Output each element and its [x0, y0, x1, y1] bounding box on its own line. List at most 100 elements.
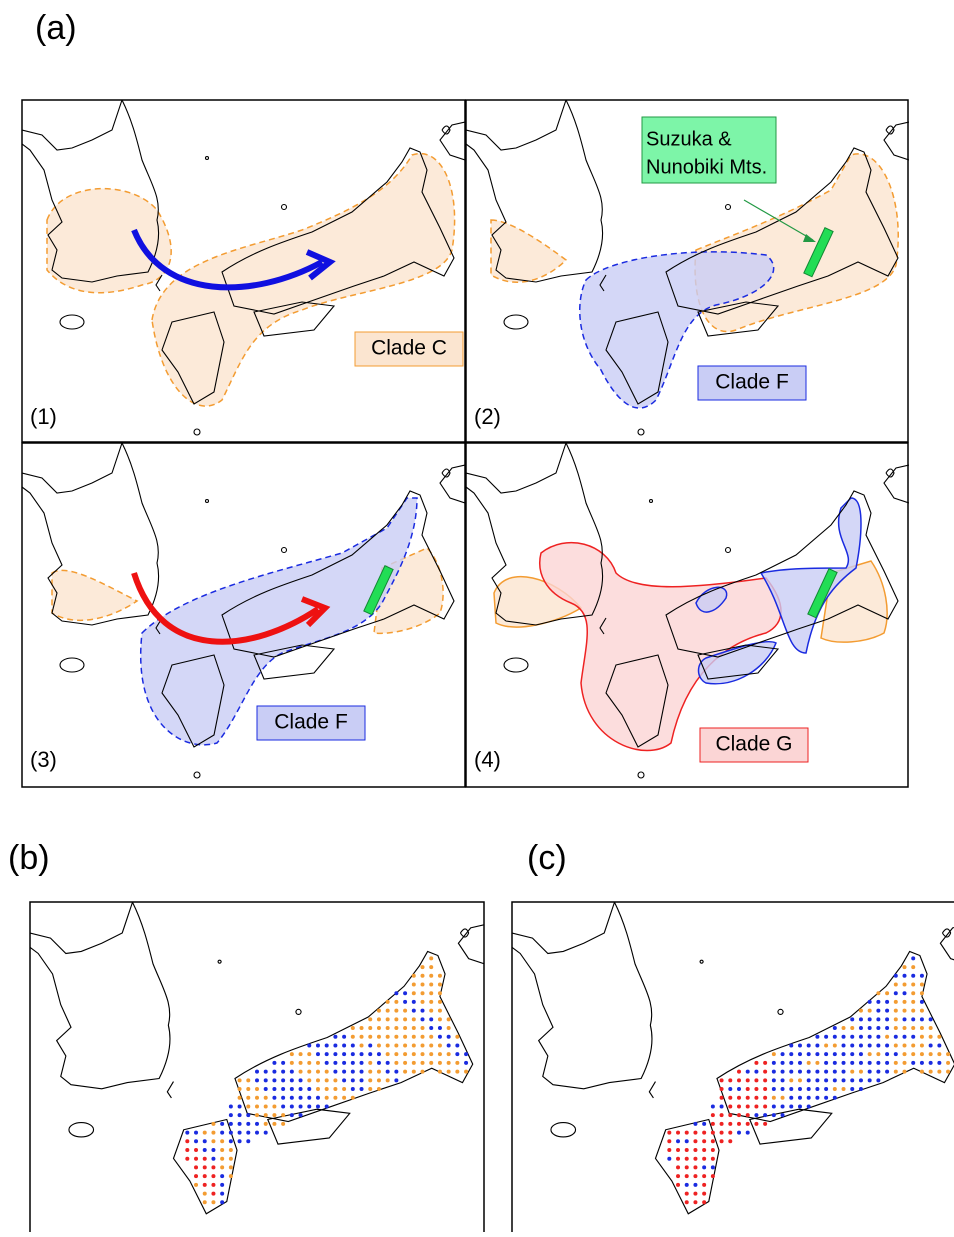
occurrence-dot [229, 1174, 233, 1178]
occurrence-dot [325, 1078, 329, 1082]
occurrence-dot [438, 1017, 442, 1021]
occurrence-dot [746, 1096, 750, 1100]
occurrence-dot [815, 1043, 819, 1047]
occurrence-dot [807, 1061, 811, 1065]
occurrence-dot [203, 1139, 207, 1143]
map-shape [512, 902, 954, 1232]
occurrence-dot [229, 1131, 233, 1135]
occurrence-dot [447, 1052, 451, 1056]
occurrence-dot [737, 1078, 741, 1082]
occurrence-dot [876, 1070, 880, 1074]
occurrence-dot [360, 1026, 364, 1030]
occurrence-dot [876, 1078, 880, 1082]
occurrence-dot [911, 1000, 915, 1004]
occurrence-dot [447, 1061, 451, 1065]
occurrence-dot [203, 1157, 207, 1161]
occurrence-dot [220, 1139, 224, 1143]
occurrence-dot [394, 1026, 398, 1030]
occurrence-dot [720, 1131, 724, 1135]
occurrence-dot [325, 1070, 329, 1074]
occurrence-dot [920, 1035, 924, 1039]
occurrence-dot [920, 1017, 924, 1021]
occurrence-dot [307, 1078, 311, 1082]
occurrence-dot [421, 1061, 425, 1065]
occurrence-dot [894, 974, 898, 978]
occurrence-dot [377, 1009, 381, 1013]
occurrence-dot [894, 1017, 898, 1021]
occurrence-dot [693, 1139, 697, 1143]
occurrence-dot [421, 1043, 425, 1047]
occurrence-dot [325, 1043, 329, 1047]
occurrence-dot [702, 1192, 706, 1196]
occurrence-dot [255, 1122, 259, 1126]
occurrence-dot [194, 1148, 198, 1152]
occurrence-dot [685, 1183, 689, 1187]
occurrence-dot [842, 1052, 846, 1056]
occurrence-dot [772, 1096, 776, 1100]
occurrence-dot [885, 1061, 889, 1065]
occurrence-dot [728, 1087, 732, 1091]
occurrence-dot [255, 1078, 259, 1082]
occurrence-dot [824, 1061, 828, 1065]
occurrence-dot [937, 1052, 941, 1056]
occurrence-dot [325, 1104, 329, 1108]
occurrence-dot [368, 1061, 372, 1065]
occurrence-dot [920, 1061, 924, 1065]
occurrence-dot [946, 1070, 950, 1074]
occurrence-dot [412, 1052, 416, 1056]
occurrence-dot [929, 1026, 933, 1030]
occurrence-dot [386, 1026, 390, 1030]
occurrence-dot [351, 1078, 355, 1082]
occurrence-dot [429, 1052, 433, 1056]
occurrence-dot [833, 1052, 837, 1056]
occurrence-dot [299, 1104, 303, 1108]
occurrence-dot [194, 1157, 198, 1161]
occurrence-dot [229, 1122, 233, 1126]
occurrence-dot [911, 1026, 915, 1030]
occurrence-dot [394, 1043, 398, 1047]
occurrence-dot [316, 1096, 320, 1100]
occurrence-dot [824, 1052, 828, 1056]
occurrence-dot [429, 982, 433, 986]
occurrence-dot [455, 1035, 459, 1039]
occurrence-dot [746, 1113, 750, 1117]
occurrence-dot [368, 1026, 372, 1030]
occurrence-dot [903, 1070, 907, 1074]
figure-label: (b) [8, 839, 50, 877]
occurrence-dot [711, 1113, 715, 1117]
occurrence-dot [281, 1061, 285, 1065]
occurrence-dot [894, 991, 898, 995]
occurrence-dot [421, 1017, 425, 1021]
occurrence-dot [455, 1061, 459, 1065]
occurrence-dot [920, 1009, 924, 1013]
occurrence-dot [290, 1061, 294, 1065]
occurrence-dot [772, 1087, 776, 1091]
occurrence-dot [728, 1139, 732, 1143]
occurrence-dot [386, 1078, 390, 1082]
occurrence-dot [220, 1157, 224, 1161]
occurrence-dot [255, 1113, 259, 1117]
occurrence-dot [360, 1078, 364, 1082]
occurrence-dot [859, 1070, 863, 1074]
occurrence-dot [781, 1052, 785, 1056]
occurrence-dot [429, 1061, 433, 1065]
occurrence-dot [824, 1070, 828, 1074]
occurrence-dot [876, 1000, 880, 1004]
occurrence-dot [868, 1017, 872, 1021]
occurrence-dot [238, 1078, 242, 1082]
occurrence-dot [685, 1131, 689, 1135]
occurrence-dot [833, 1061, 837, 1065]
occurrence-dot [377, 1087, 381, 1091]
occurrence-dot [281, 1122, 285, 1126]
occurrence-dot [676, 1174, 680, 1178]
occurrence-dot [711, 1139, 715, 1143]
occurrence-dot [920, 1000, 924, 1004]
occurrence-dot [368, 1087, 372, 1091]
occurrence-dot [911, 982, 915, 986]
occurrence-dot [377, 1026, 381, 1030]
occurrence-dot [412, 991, 416, 995]
occurrence-dot [412, 1026, 416, 1030]
occurrence-dot [833, 1070, 837, 1074]
occurrence-dot [246, 1122, 250, 1126]
occurrence-dot [272, 1122, 276, 1126]
